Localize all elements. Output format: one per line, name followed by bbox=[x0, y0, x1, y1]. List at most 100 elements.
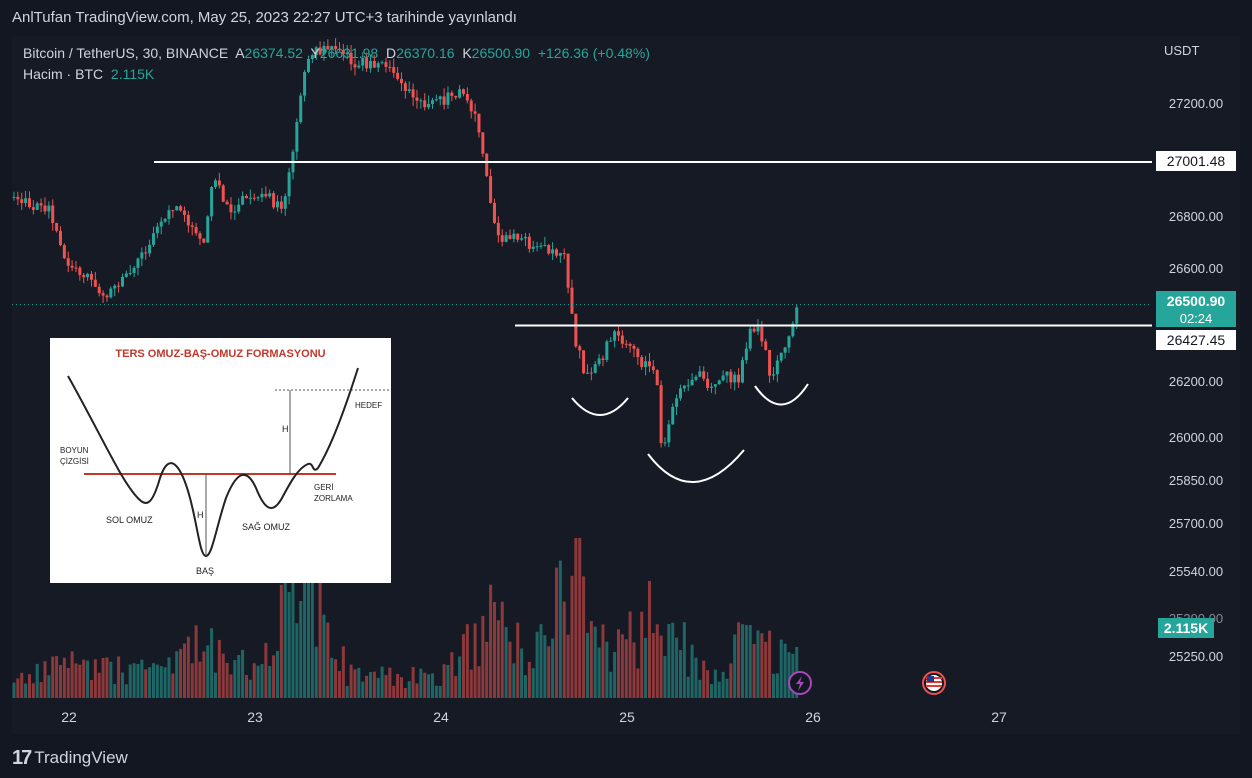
candle-body bbox=[686, 385, 690, 387]
candle-body bbox=[783, 347, 787, 353]
right-shoulder-arc[interactable] bbox=[754, 383, 809, 406]
candle-body bbox=[388, 66, 392, 68]
volume-bar bbox=[419, 668, 423, 698]
head-arc[interactable] bbox=[647, 449, 745, 483]
candle-body bbox=[210, 187, 214, 217]
open-label: A bbox=[235, 45, 245, 61]
candle-body bbox=[504, 235, 508, 242]
volume-bar bbox=[233, 660, 237, 698]
volume-bar bbox=[562, 601, 566, 698]
volume-bar bbox=[593, 626, 597, 698]
tradingview-logo-icon[interactable]: 17 bbox=[12, 746, 32, 769]
neckline-label-1: BOYUN bbox=[60, 446, 89, 455]
volume-bar bbox=[179, 648, 183, 698]
volume-bar bbox=[349, 664, 353, 698]
volume-bar bbox=[779, 639, 783, 698]
price-axis[interactable]: 27200.00 26800.00 26600.00 26200.00 26000.00… bbox=[1169, 96, 1223, 664]
volume-bar bbox=[702, 660, 706, 698]
last-price-badge bbox=[1156, 291, 1236, 327]
volume-bar bbox=[438, 686, 442, 698]
volume-bar bbox=[384, 675, 388, 698]
volume-bar bbox=[539, 624, 543, 698]
volume-bar bbox=[787, 652, 791, 698]
volume-bar bbox=[713, 669, 717, 698]
volume-bar bbox=[771, 673, 775, 698]
candle-body bbox=[272, 193, 276, 208]
left-shoulder-label: SOL OMUZ bbox=[106, 515, 153, 525]
volume-bar bbox=[16, 678, 20, 698]
volume-bar bbox=[748, 624, 752, 698]
price-tick-label: 26600.00 bbox=[1169, 261, 1223, 276]
candle-body bbox=[461, 89, 465, 94]
candle-body bbox=[659, 385, 663, 444]
volume-bar bbox=[198, 661, 202, 698]
volume-bar bbox=[554, 567, 558, 698]
time-tick-label: 23 bbox=[247, 709, 263, 725]
tradingview-brand[interactable]: TradingView bbox=[34, 748, 128, 767]
volume-bar bbox=[535, 631, 539, 698]
volume-bar bbox=[512, 663, 516, 698]
candle-body bbox=[20, 199, 24, 204]
candle-body bbox=[62, 245, 66, 259]
candle-body bbox=[171, 210, 175, 212]
candle-body bbox=[82, 274, 86, 278]
resistance-price-label: 27001.48 bbox=[1167, 153, 1226, 169]
candle-body bbox=[651, 366, 655, 371]
time-axis[interactable]: 22 23 24 25 26 27 bbox=[61, 709, 1007, 725]
volume-bar bbox=[357, 667, 361, 698]
candle-body bbox=[151, 233, 155, 245]
lightning-icon[interactable] bbox=[788, 671, 812, 695]
volume-bar bbox=[411, 666, 415, 698]
time-tick-label: 27 bbox=[991, 709, 1007, 725]
candle-body bbox=[58, 230, 62, 246]
diagram-title: TERS OMUZ-BAŞ-OMUZ FORMASYONU bbox=[115, 348, 326, 360]
volume-bar bbox=[740, 624, 744, 698]
candle-body bbox=[694, 376, 698, 380]
time-tick-label: 25 bbox=[619, 709, 635, 725]
candle-body bbox=[516, 233, 520, 240]
volume-bar bbox=[314, 646, 318, 698]
volume-bar bbox=[461, 634, 465, 698]
candle-body bbox=[194, 226, 198, 234]
candle-body bbox=[671, 406, 675, 425]
candle-body bbox=[47, 205, 51, 212]
candle-body bbox=[365, 57, 369, 69]
candle-body bbox=[535, 246, 539, 248]
volume-bar bbox=[248, 679, 252, 698]
volume-bar bbox=[167, 657, 171, 698]
close-label: K bbox=[462, 45, 472, 61]
left-shoulder-arc[interactable] bbox=[571, 397, 629, 416]
price-chart[interactable]: USDT 27200.0026800.0026600.0026200.00260… bbox=[12, 36, 1240, 734]
volume-bar bbox=[450, 652, 454, 698]
volume-bar bbox=[682, 622, 686, 698]
symbol-label[interactable]: Bitcoin / TetherUS, 30, BINANCE bbox=[23, 45, 229, 61]
publish-attribution: AnlTufan TradingView.com, May 25, 2023 2… bbox=[12, 9, 517, 26]
candle-body bbox=[24, 198, 28, 204]
volume-bar bbox=[337, 670, 341, 698]
volume-label[interactable]: Hacim · BTC bbox=[23, 66, 104, 82]
candle-body bbox=[372, 60, 376, 68]
candle-body bbox=[89, 273, 93, 280]
price-tick-label: 26800.00 bbox=[1169, 209, 1223, 224]
candles bbox=[12, 38, 799, 448]
candle-body bbox=[469, 100, 473, 112]
us-flag-icon[interactable] bbox=[922, 671, 946, 695]
candle-body bbox=[74, 267, 78, 269]
candle-body bbox=[314, 47, 318, 56]
volume-bar bbox=[489, 584, 493, 698]
candle-body bbox=[520, 238, 524, 240]
volume-bars bbox=[12, 538, 799, 698]
candle-body bbox=[295, 122, 299, 152]
candle-body bbox=[713, 384, 717, 387]
candle-body bbox=[399, 78, 403, 84]
volume-bar bbox=[574, 538, 578, 698]
volume-bar bbox=[407, 681, 411, 698]
volume-bar bbox=[291, 553, 295, 698]
candle-body bbox=[729, 371, 733, 383]
volume-bar bbox=[473, 623, 477, 698]
volume-bar bbox=[151, 663, 155, 698]
candle-body bbox=[613, 331, 617, 341]
candle-body bbox=[593, 364, 597, 373]
volume-bar bbox=[62, 657, 66, 698]
volume-bar bbox=[24, 683, 28, 698]
